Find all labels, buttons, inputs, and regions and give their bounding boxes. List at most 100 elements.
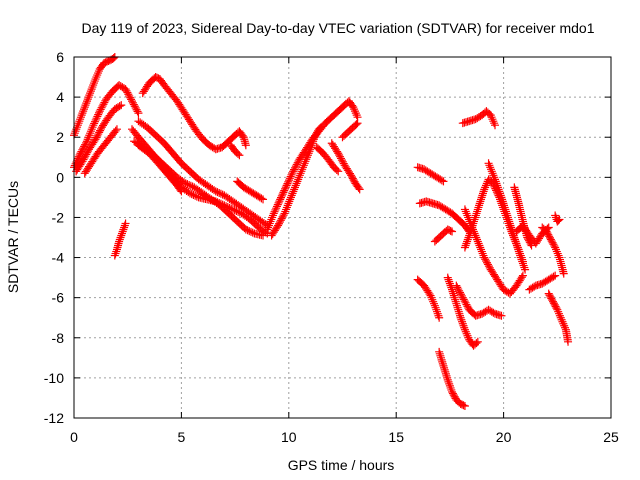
data-point	[185, 180, 194, 189]
data-point	[272, 202, 281, 211]
data-point	[482, 256, 491, 265]
data-point	[218, 190, 227, 199]
data-point	[481, 181, 490, 190]
data-point	[436, 351, 445, 360]
data-point	[125, 91, 134, 100]
data-point	[279, 211, 288, 220]
data-point	[82, 150, 91, 159]
data-point	[115, 235, 124, 244]
data-point	[275, 197, 284, 206]
data-point	[464, 333, 473, 342]
data-point	[559, 269, 568, 278]
data-point	[352, 111, 361, 120]
data-point	[355, 185, 364, 194]
data-point	[263, 225, 272, 234]
data-point	[300, 159, 309, 168]
data-point	[78, 109, 87, 118]
data-point	[273, 200, 282, 209]
data-point	[552, 247, 561, 256]
data-point	[448, 227, 457, 236]
data-point	[437, 355, 446, 364]
data-point	[123, 88, 132, 97]
data-point	[191, 191, 200, 200]
data-track	[525, 271, 560, 294]
data-track	[452, 281, 506, 320]
data-point	[464, 233, 473, 242]
data-point	[272, 223, 281, 232]
data-point	[301, 157, 310, 166]
data-point	[496, 189, 505, 198]
data-track	[226, 141, 244, 160]
data-point	[501, 207, 510, 216]
data-point	[498, 197, 507, 206]
data-point	[473, 207, 482, 216]
data-point	[286, 172, 295, 181]
data-point	[554, 251, 563, 260]
data-point	[267, 215, 276, 224]
data-point	[210, 186, 219, 195]
data-point	[556, 313, 565, 322]
data-point	[550, 241, 559, 250]
data-point	[451, 297, 460, 306]
data-point	[461, 298, 470, 307]
data-point	[445, 381, 454, 390]
data-point	[510, 235, 519, 244]
data-point	[120, 223, 129, 232]
data-point	[76, 113, 85, 122]
data-point	[99, 100, 108, 109]
data-point	[474, 239, 483, 248]
data-point	[278, 212, 287, 221]
data-point	[432, 305, 441, 314]
data-point	[90, 136, 99, 145]
data-point	[88, 83, 97, 92]
data-point	[282, 205, 291, 214]
data-point	[284, 199, 293, 208]
data-point	[84, 133, 93, 142]
data-track	[70, 53, 119, 140]
data-point	[514, 247, 523, 256]
data-point	[444, 275, 453, 284]
data-point	[269, 209, 278, 218]
data-point	[257, 194, 266, 203]
data-point	[95, 128, 104, 137]
data-point	[474, 203, 483, 212]
data-point	[286, 195, 295, 204]
data-point	[458, 293, 467, 302]
data-point	[276, 216, 285, 225]
data-point	[481, 255, 490, 264]
data-track	[134, 117, 272, 230]
data-point	[348, 101, 357, 110]
data-point	[428, 295, 437, 304]
data-point	[473, 235, 482, 244]
data-point	[450, 293, 459, 302]
data-point	[445, 277, 454, 286]
data-point	[188, 182, 197, 191]
data-point	[346, 169, 355, 178]
data-point	[439, 177, 448, 186]
data-point	[437, 176, 446, 185]
data-point	[179, 178, 188, 187]
data-point	[555, 309, 564, 318]
data-point	[487, 167, 496, 176]
data-point	[295, 171, 304, 180]
data-point	[79, 155, 88, 164]
data-point	[92, 114, 101, 123]
data-point	[303, 153, 312, 162]
data-point	[270, 207, 279, 216]
data-point	[477, 247, 486, 256]
data-point	[489, 117, 498, 126]
plot-frame	[73, 56, 612, 419]
data-point	[281, 183, 290, 192]
data-point	[97, 124, 106, 133]
data-point	[289, 167, 298, 176]
data-point	[176, 185, 185, 194]
data-point	[124, 90, 133, 99]
data-point	[94, 108, 103, 117]
data-point	[111, 126, 120, 135]
data-point	[509, 229, 518, 238]
data-point	[133, 107, 142, 116]
data-point	[90, 117, 99, 126]
data-point	[192, 192, 201, 201]
data-track	[134, 141, 186, 196]
data-point	[498, 195, 507, 204]
